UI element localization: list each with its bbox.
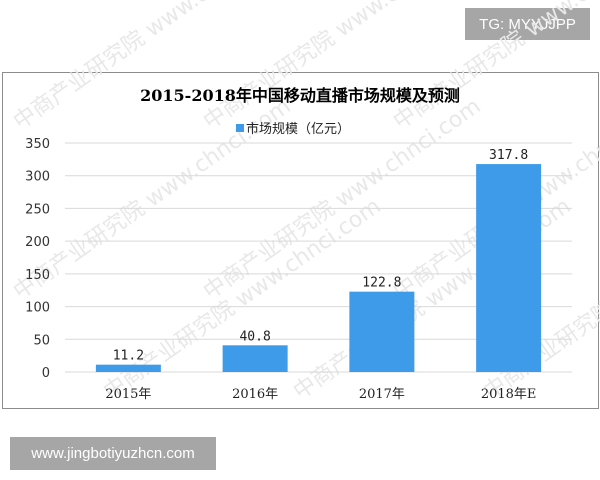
bar [349,291,415,372]
y-tick-label: 200 [25,235,50,250]
legend-swatch [236,124,244,132]
chart-frame [2,72,599,409]
legend-label: 市场规模（亿元） [246,121,350,137]
site-badge: www.jingbotiyuzhcn.com [10,437,216,470]
chart-title: 2015-2018年中国移动直播市场规模及预测 [140,86,460,105]
x-tick-label: 2018年E [481,387,537,402]
bar [476,164,542,372]
tg-badge: TG: MYYJJPP [465,8,590,40]
bar [222,345,288,372]
y-tick-label: 350 [25,137,50,152]
y-tick-label: 50 [33,333,50,348]
y-tick-label: 150 [25,268,50,283]
y-tick-label: 100 [25,301,50,316]
x-tick-label: 2015年 [105,387,151,402]
x-tick-label: 2016年 [232,387,278,402]
y-tick-label: 250 [25,202,50,217]
data-label: 40.8 [239,329,270,344]
bar [95,364,161,372]
data-label: 11.2 [113,349,144,364]
data-label: 122.8 [362,276,401,291]
y-tick-label: 300 [25,170,50,185]
watermark: 中商产业研究院 www.chnci.com [389,0,600,135]
x-tick-label: 2017年 [359,387,405,402]
data-label: 317.8 [489,148,528,163]
y-tick-label: 0 [42,366,50,381]
